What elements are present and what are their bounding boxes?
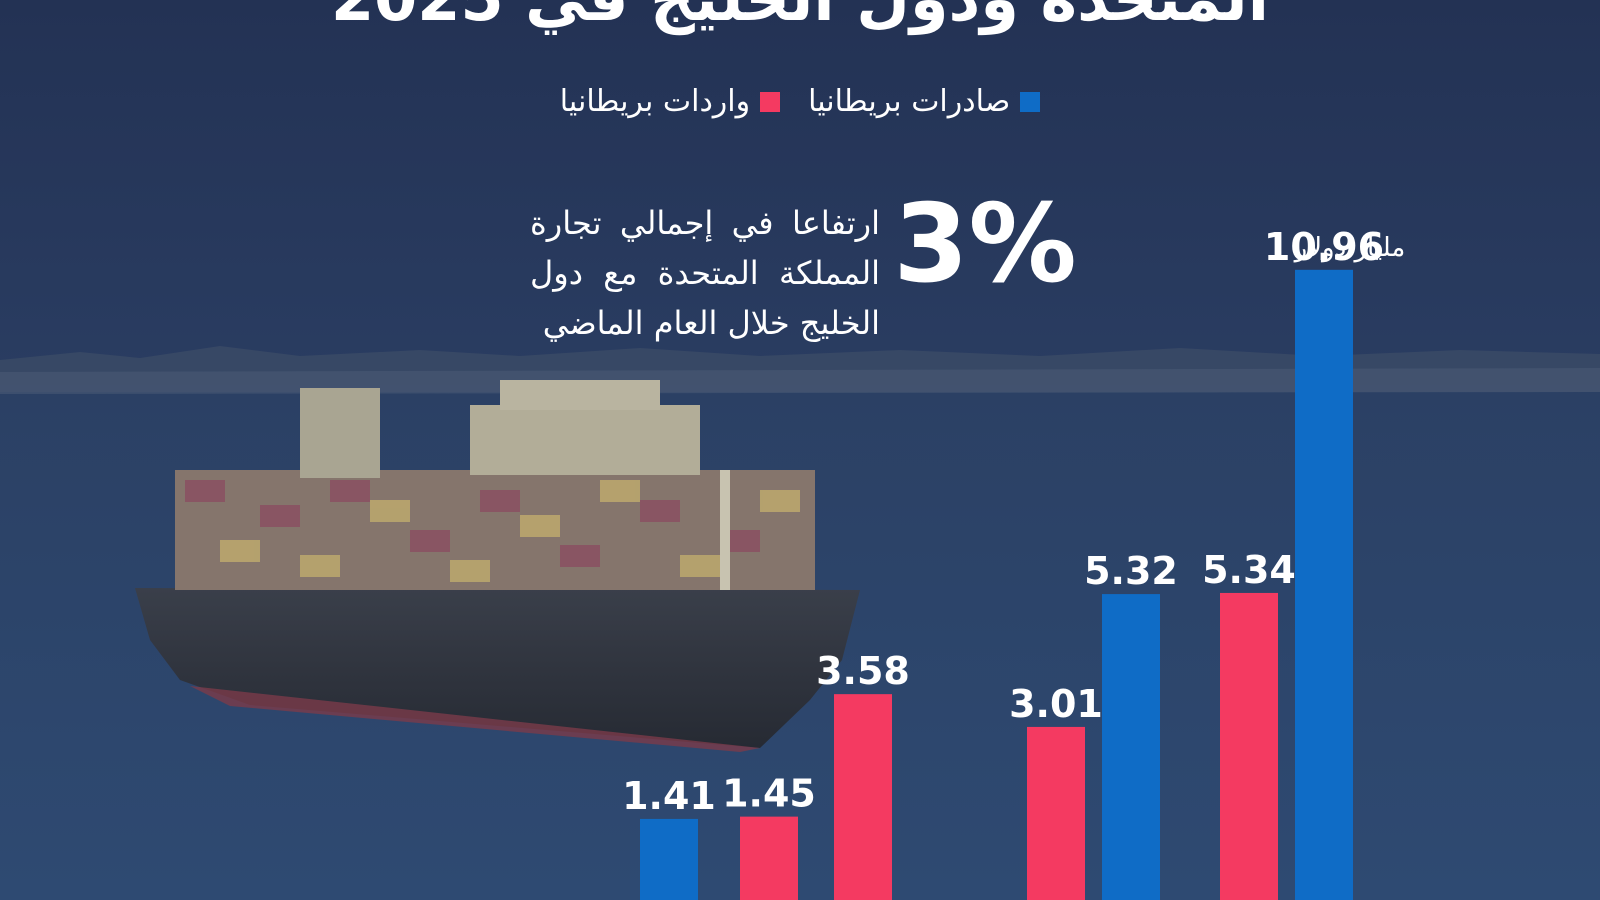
bar-value-label-6: 10.96 bbox=[1264, 225, 1384, 269]
legend-label-exports: صادرات بريطانيا bbox=[808, 84, 1011, 119]
bar-value-label-3: 3.01 bbox=[1009, 682, 1103, 726]
bar-imports-5 bbox=[1220, 592, 1278, 900]
legend-label-imports: واردات بريطانيا bbox=[559, 84, 751, 119]
container-ship bbox=[135, 380, 860, 752]
bar-value-label-0: 1.41 bbox=[622, 774, 716, 818]
chart-legend: صادرات بريطانيا واردات بريطانيا bbox=[0, 84, 1600, 119]
bar-exports-4 bbox=[1102, 594, 1160, 900]
legend-swatch-exports bbox=[1020, 91, 1041, 112]
legend-item-imports: واردات بريطانيا bbox=[559, 84, 781, 119]
highlight-percentage: 3% bbox=[893, 182, 1077, 307]
unit-label: مليار دولار bbox=[1294, 233, 1406, 263]
bar-exports-0 bbox=[640, 818, 698, 900]
bar-imports-1 bbox=[740, 816, 798, 900]
highlight-description: ارتفاعا في إجمالي تجارة المملكة المتحدة … bbox=[530, 204, 880, 342]
bar-value-label-2: 3.58 bbox=[816, 649, 910, 693]
bar-imports-3 bbox=[1027, 726, 1085, 900]
legend-item-exports: صادرات بريطانيا bbox=[808, 84, 1041, 119]
chart-title: المتحدة ودول الخليج في 2025 bbox=[0, 0, 1600, 35]
bar-value-label-5: 5.34 bbox=[1202, 548, 1296, 592]
bar-value-label-1: 1.45 bbox=[722, 772, 816, 816]
legend-swatch-imports bbox=[760, 91, 781, 112]
bar-imports-2 bbox=[834, 694, 892, 900]
bar-exports-6 bbox=[1295, 269, 1353, 900]
bar-value-label-4: 5.32 bbox=[1084, 549, 1178, 593]
